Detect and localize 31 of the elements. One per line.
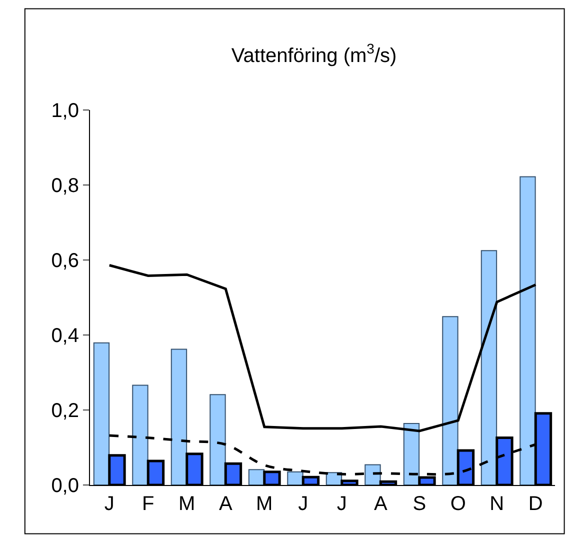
bar (93, 342, 110, 485)
y-tick-label: 0,2 (51, 400, 79, 422)
bar (132, 384, 148, 485)
x-tick-label: M (256, 493, 273, 515)
bar (170, 348, 188, 485)
y-tick-label: 0,8 (51, 175, 79, 197)
y-tick-label: 0,6 (51, 250, 79, 272)
x-tick-label: J (336, 493, 347, 515)
bar (480, 250, 498, 485)
chart-title: Vattenföring (m$^{3}$/s) (231, 40, 397, 68)
x-tick-label: O (450, 493, 466, 515)
x-tick-label: N (490, 493, 504, 515)
x-tick-label: J (298, 493, 308, 515)
line-series (108, 264, 537, 432)
bar (442, 316, 458, 485)
x-tick-label: A (374, 493, 388, 515)
x-tick-label: D (528, 493, 543, 515)
x-tick-label: M (178, 493, 196, 515)
bar (287, 471, 304, 485)
bar (364, 464, 381, 485)
x-tick-label: F (142, 493, 154, 515)
x-tick-label: J (104, 493, 114, 515)
bar (210, 394, 226, 485)
y-tick-label: 1,0 (51, 100, 79, 122)
x-tick-label: S (412, 493, 426, 515)
bar (520, 176, 536, 485)
y-tick-label: 0,4 (51, 325, 79, 347)
bar (248, 469, 265, 485)
bar (403, 423, 420, 485)
y-tick-label: 0,0 (51, 475, 79, 497)
x-tick-label: A (218, 493, 233, 515)
